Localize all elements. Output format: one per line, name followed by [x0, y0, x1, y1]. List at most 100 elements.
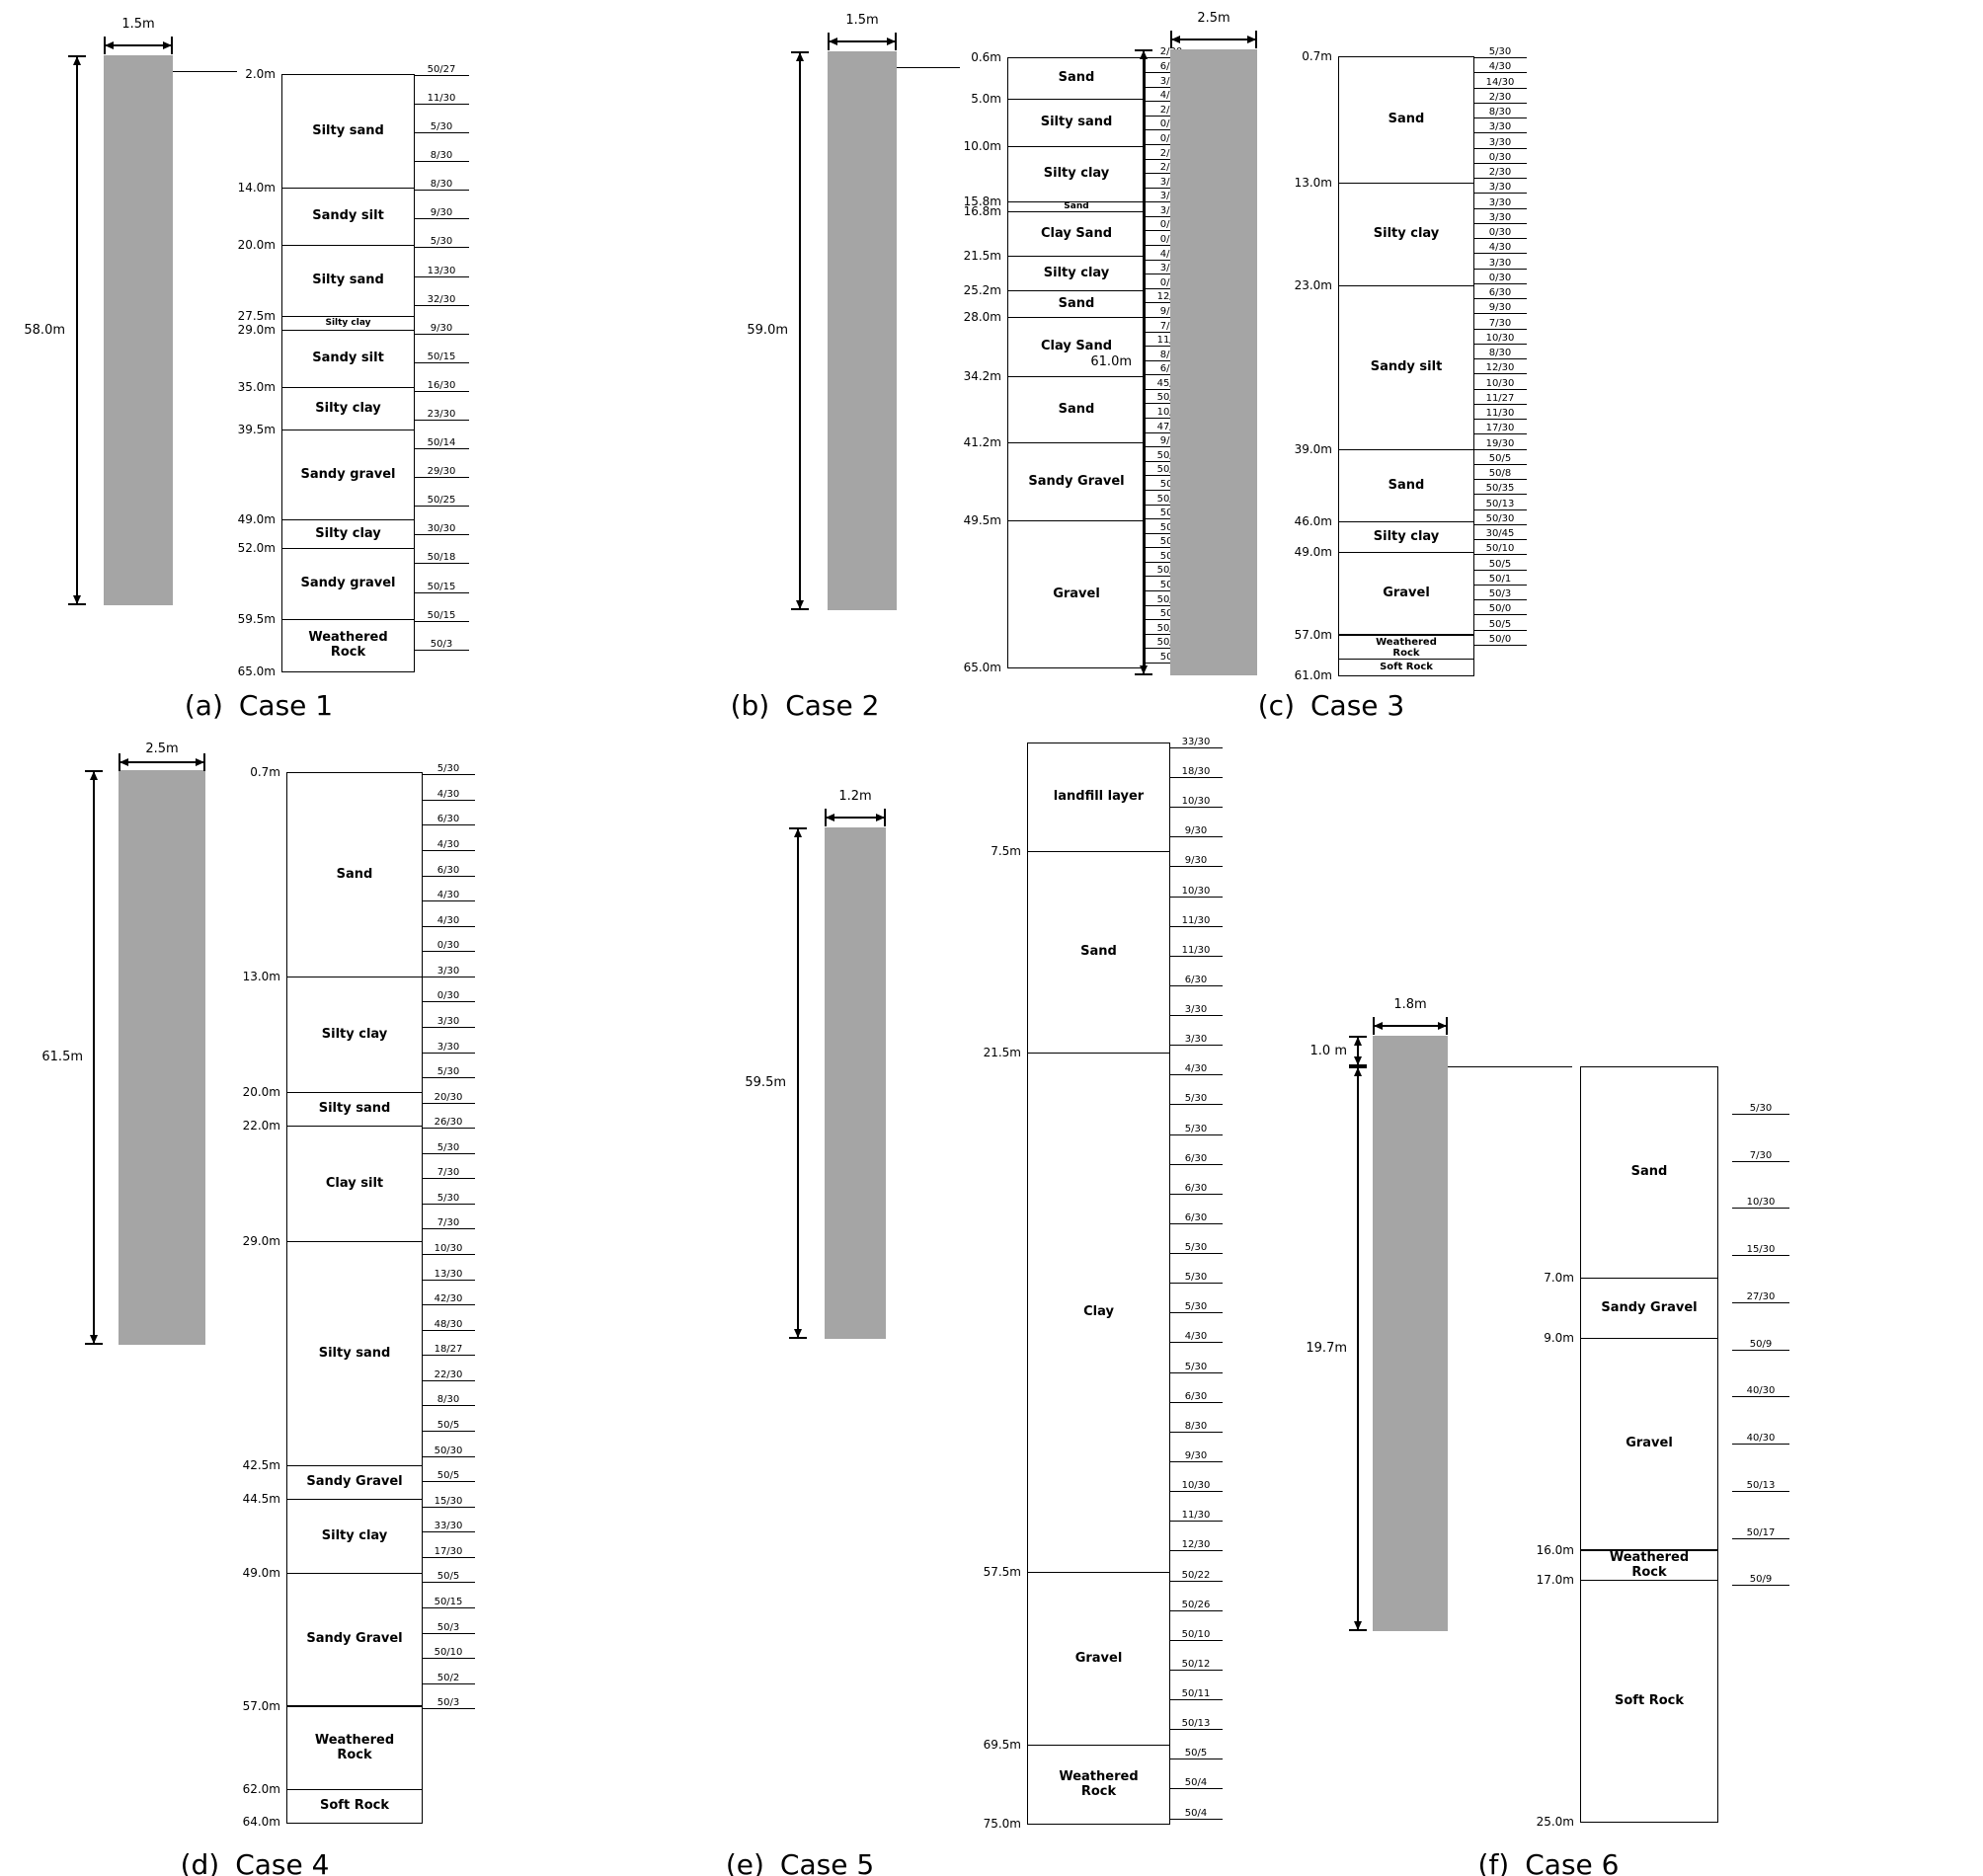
soil-layer: landfill layer	[1027, 743, 1170, 852]
depth-label: 16.0m	[1536, 1543, 1574, 1557]
depth-label: 46.0m	[1294, 514, 1332, 528]
spt-value: 8/30	[422, 1392, 475, 1406]
spt-value: 5/30	[1169, 1091, 1223, 1105]
soil-layer-label: Silty sand	[318, 1101, 391, 1117]
soil-layer: Silty clay	[1338, 183, 1474, 286]
spt-value: 2/30	[1473, 90, 1527, 104]
soil-layer-label: Weathered Rock	[1059, 1768, 1139, 1799]
spt-value: 50/9	[1732, 1337, 1789, 1351]
spt-value: 5/30	[1732, 1101, 1789, 1115]
spt-value: 50/15	[414, 350, 469, 363]
soil-layer: Sand	[1007, 376, 1146, 443]
caption-title: Case 5	[779, 1848, 875, 1876]
arrowhead-left-icon	[826, 814, 834, 821]
soil-layer-label: Sandy Gravel	[1028, 474, 1125, 490]
soil-layer: Silty clay	[281, 316, 415, 331]
spt-value: 50/13	[1473, 497, 1527, 510]
spt-value: 5/30	[1169, 1360, 1223, 1373]
spt-value: 3/30	[1473, 135, 1527, 149]
pile-length-label: 61.0m	[1090, 354, 1132, 369]
arrowhead-right-icon	[876, 814, 885, 821]
pile-width-label: 2.5m	[145, 742, 179, 756]
spt-value: 50/10	[422, 1645, 475, 1659]
spt-value: 16/30	[414, 378, 469, 392]
arrow-line	[76, 55, 78, 605]
arrow-line	[119, 761, 205, 763]
spt-value: 10/30	[1473, 331, 1527, 345]
arrowhead-up-icon	[1354, 1067, 1362, 1076]
spt-value: 10/30	[1169, 1478, 1223, 1492]
spt-value: 50/14	[414, 435, 469, 449]
spt-value: 9/30	[414, 205, 469, 219]
soil-layer: Soft Rock	[286, 1789, 423, 1824]
width-dimension-arrow	[1373, 1017, 1448, 1035]
spt-value: 17/30	[422, 1544, 475, 1558]
depth-label: 0.7m	[1302, 49, 1332, 63]
case-caption: (a) Case 1	[91, 689, 427, 725]
pile-length-label: 61.5m	[41, 1050, 83, 1064]
depth-label: 49.0m	[237, 512, 276, 526]
spt-value: 50/3	[422, 1695, 475, 1709]
arrow-line	[1373, 1025, 1448, 1027]
pile-width-label: 2.5m	[1197, 11, 1230, 26]
spt-value: 3/30	[422, 1040, 475, 1054]
width-dimension-arrow	[828, 33, 897, 50]
soil-layer: Sand	[1007, 57, 1146, 100]
spt-value: 0/30	[422, 938, 475, 952]
pile-width-label: 1.5m	[845, 13, 879, 28]
arrow-line	[1170, 39, 1257, 40]
pile-rect	[1170, 49, 1257, 675]
soil-layer-label: Silty clay	[325, 318, 371, 329]
arrowhead-left-icon	[1374, 1022, 1383, 1030]
arrowhead-left-icon	[105, 41, 114, 49]
spt-value: 50/12	[1169, 1657, 1223, 1671]
pile-width-label: 1.5m	[121, 17, 155, 32]
spt-value: 50/3	[414, 637, 469, 651]
soil-layer: Sandy gravel	[281, 430, 415, 520]
spt-value: 9/30	[1473, 300, 1527, 314]
pile-offset-arrow	[1349, 1036, 1367, 1066]
spt-value: 0/30	[1473, 225, 1527, 239]
soil-layer: Sandy gravel	[281, 548, 415, 620]
spt-value: 6/30	[422, 863, 475, 877]
caption-title: Case 3	[1310, 689, 1405, 722]
pile-length-label: 59.5m	[745, 1075, 786, 1090]
soil-layer: Clay silt	[286, 1126, 423, 1243]
pile-length-arrow	[789, 827, 807, 1339]
spt-value: 3/30	[1473, 195, 1527, 209]
pile-width-label: 1.2m	[838, 789, 872, 804]
arrowhead-up-icon	[1354, 1037, 1362, 1046]
spt-value: 11/30	[1169, 1508, 1223, 1522]
spt-value: 15/30	[1732, 1242, 1789, 1256]
depth-label: 34.2m	[963, 369, 1001, 383]
spt-value: 14/30	[1473, 75, 1527, 89]
spt-value: 0/30	[1473, 150, 1527, 164]
spt-value: 50/27	[414, 62, 469, 76]
soil-layer: Clay	[1027, 1053, 1170, 1573]
soil-layer: Silty sand	[281, 245, 415, 317]
width-dimension-arrow	[825, 809, 886, 826]
soil-layer-label: Clay silt	[325, 1176, 384, 1192]
arrowhead-left-icon	[119, 758, 128, 766]
pile-length-arrow	[85, 770, 103, 1345]
soil-layer-label: Sand	[1058, 70, 1095, 86]
soil-layer-label: Sand	[1058, 295, 1095, 311]
spt-value: 3/30	[1473, 256, 1527, 270]
spt-value: 4/30	[422, 888, 475, 901]
spt-value: 30/45	[1473, 526, 1527, 540]
depth-label: 0.6m	[971, 50, 1001, 64]
case-panel-5: 1.2m 59.5m landfill layer 7.5m Sand 21.5m Clay…	[612, 737, 1264, 1876]
soil-layer-label: Soft Rock	[320, 1798, 389, 1814]
case-caption: (c) Case 3	[1163, 689, 1499, 725]
spt-value: 9/30	[1169, 853, 1223, 867]
soil-layer: Silty clay	[1007, 146, 1146, 202]
depth-label: 7.5m	[991, 844, 1021, 858]
spt-value: 9/30	[1169, 823, 1223, 837]
soil-layer-label: Weathered Rock	[308, 630, 388, 660]
pile-length-arrow	[68, 55, 86, 605]
spt-value: 50/2	[422, 1671, 475, 1684]
soil-layer: Sandy Gravel	[1007, 442, 1146, 522]
spt-value: 9/30	[414, 321, 469, 335]
case-panel-6: 1.8m 19.7m 1.0 m Sand 7.0m Sandy Gravel 9.0m Gr…	[1264, 741, 1916, 1876]
spt-value: 10/30	[1169, 794, 1223, 808]
